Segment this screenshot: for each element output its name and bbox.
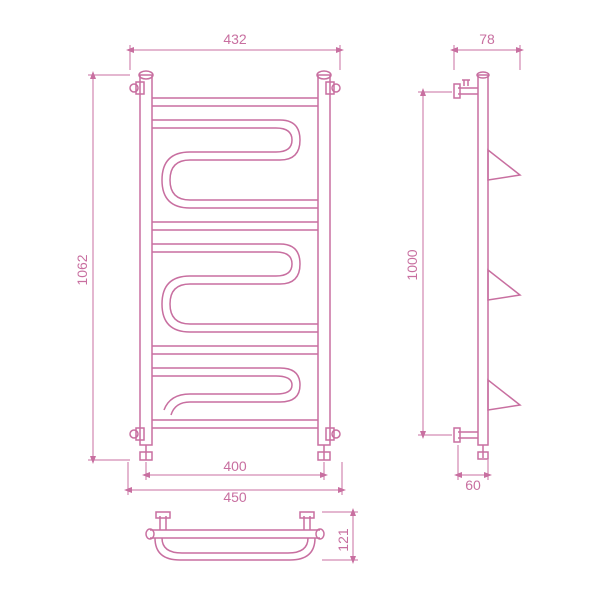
technical-drawing: 432 1062 400 450 xyxy=(0,0,600,600)
dim-height-inner: 1000 xyxy=(404,249,420,280)
dim-width-base: 450 xyxy=(223,489,247,505)
side-view-dimensions: 78 1000 60 xyxy=(404,31,520,493)
side-view xyxy=(454,72,520,459)
dim-depth: 78 xyxy=(479,31,495,47)
front-view-dimensions: 432 1062 400 450 xyxy=(74,31,342,505)
dim-width-overall: 432 xyxy=(223,31,247,47)
dim-top-height: 121 xyxy=(335,528,351,552)
dim-width-inner: 400 xyxy=(223,458,247,474)
front-view xyxy=(130,71,340,460)
top-view xyxy=(146,512,324,560)
dim-conn-spacing: 60 xyxy=(465,477,481,493)
top-view-dimensions: 121 xyxy=(322,512,358,560)
dim-height: 1062 xyxy=(74,254,90,285)
